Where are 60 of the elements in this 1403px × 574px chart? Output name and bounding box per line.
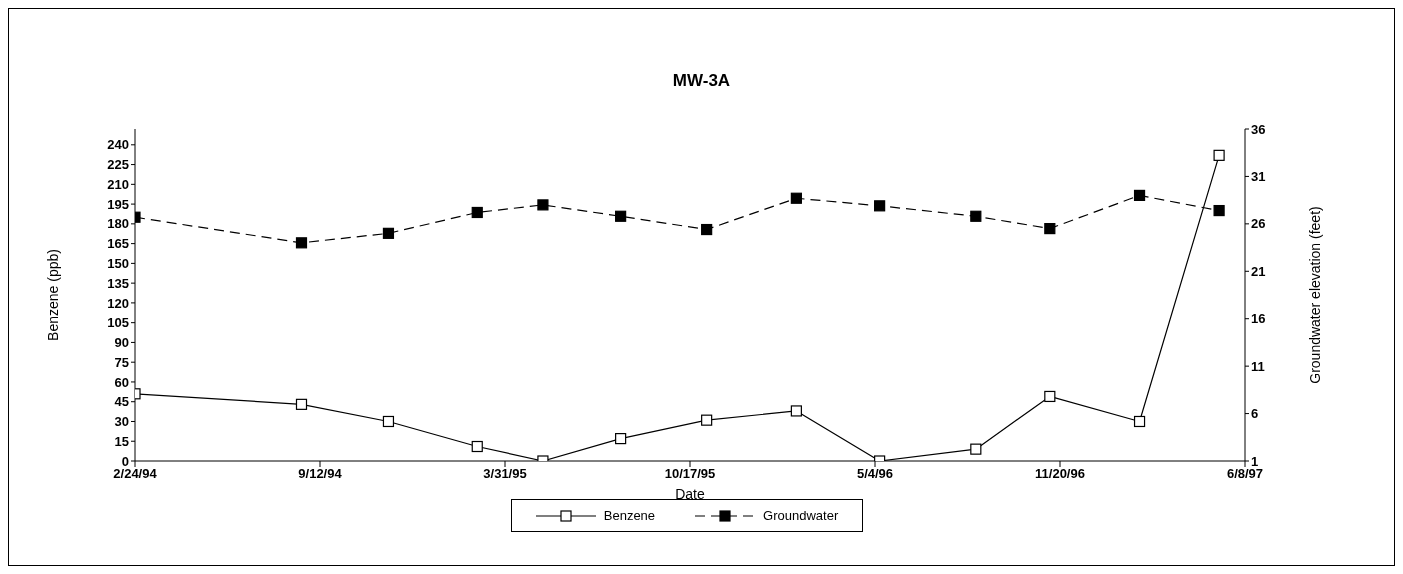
x-tick-label: 9/12/94 [298,466,343,482]
y2-tick-label: 36 [1251,121,1266,137]
y2-tick-label: 11 [1251,358,1265,374]
point [701,414,713,426]
point [615,210,627,222]
y-tick-label: 75 [114,354,129,370]
point [701,223,713,236]
point [1213,149,1225,161]
point [970,443,982,455]
x-tick-label: 10/17/95 [664,466,716,482]
x-axis-title: Date [675,486,705,502]
y-tick-label: 30 [114,414,129,430]
point [1133,415,1146,428]
chart-title: MW-3A [671,71,732,91]
x-tick-label: 5/4/96 [856,466,894,482]
x-tick-label: 11/20/96 [1035,466,1085,482]
y-axis-title: Benzene (ppb) [44,249,61,341]
point [1044,390,1056,403]
point [382,415,395,428]
y-tick-label: 0 [121,453,129,469]
y2-tick-label: 1 [1251,453,1259,469]
y-tick-label: 180 [107,216,129,232]
legend-label: Benzene [603,508,656,523]
y-tick-label: 225 [107,157,129,173]
point [790,405,802,417]
legend-label: Groundwater [763,508,839,523]
y2-tick-label: 16 [1251,311,1266,327]
point [537,199,549,211]
x-tick-label: 2/24/94 [113,466,158,482]
point [874,200,886,212]
point [471,206,483,219]
y-tick-label: 150 [107,256,129,271]
point [295,398,308,410]
point [790,192,802,204]
point [295,237,308,249]
y2-axis-title: Groundwater elevation (feet) [1306,206,1323,384]
y-tick-label: 135 [107,275,129,291]
point [970,210,982,222]
point [382,227,395,239]
y2-tick-label: 26 [1251,216,1266,232]
point [615,433,627,445]
y-tick-label: 210 [107,176,129,192]
y-tick-label: 105 [107,315,129,331]
y-tick-label: 45 [114,394,129,410]
y-tick-label: 195 [107,196,129,212]
y2-tick-label: 6 [1251,406,1259,422]
x-tick-label: 3/31/95 [483,466,527,482]
y-tick-label: 240 [107,137,129,153]
point [1044,223,1056,235]
point [1133,189,1146,201]
y2-tick-label: 21 [1251,263,1266,279]
y-tick-label: 90 [114,335,129,351]
point [1213,204,1225,217]
y-tick-label: 120 [107,295,129,311]
x-tick-label: 6/8/97 [1226,466,1264,482]
y-tick-label: 15 [114,433,129,449]
point [471,440,483,453]
y2-tick-label: 31 [1251,169,1266,185]
y-tick-label: 165 [107,236,129,252]
y-tick-label: 60 [114,374,129,390]
